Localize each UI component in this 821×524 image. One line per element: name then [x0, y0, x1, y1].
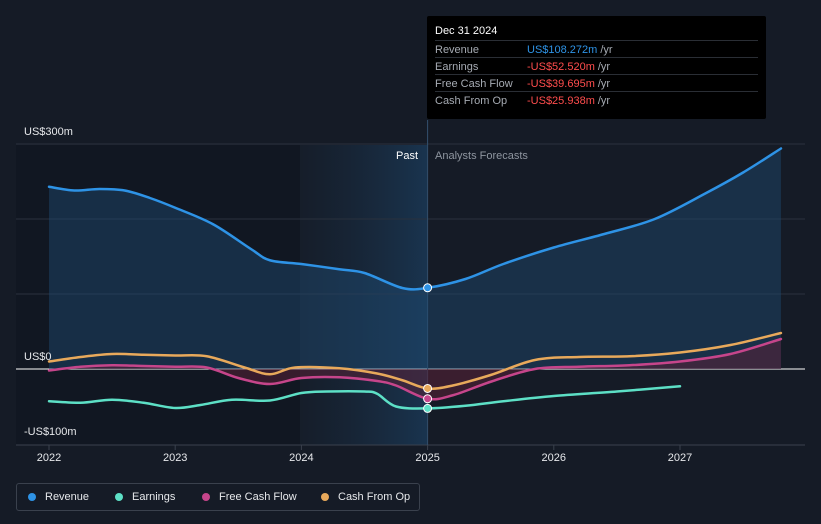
tooltip-row-revenue: Revenue US$108.272m/yr [435, 40, 758, 58]
value-text: -US$39.695m [527, 78, 595, 90]
x-tick-label: 2022 [37, 452, 61, 464]
past-highlight-region [300, 145, 427, 445]
legend-label: Free Cash Flow [219, 491, 297, 503]
area-revenue [49, 148, 781, 369]
legend-item-revenue[interactable]: Revenue [28, 484, 89, 510]
x-tick-label: 2027 [668, 452, 692, 464]
value-text: US$108.272m [527, 44, 598, 56]
cash-from-op-dot-icon [321, 493, 329, 501]
line-free-cash-flow [47, 337, 783, 401]
y-label-top: US$300m [24, 126, 73, 138]
x-axis: 2022 2023 2024 2025 2026 2027 [37, 445, 692, 464]
tooltip-label: Revenue [435, 44, 480, 56]
series-areas [49, 148, 781, 400]
unit-text: /yr [597, 95, 611, 107]
x-tick-label: 2023 [163, 452, 187, 464]
legend-label: Earnings [132, 491, 176, 503]
series-lines [47, 147, 783, 410]
unit-text: /yr [597, 61, 611, 73]
tooltip-row-cash-from-op: Cash From Op -US$25.938m/yr [435, 91, 758, 109]
unit-text: /yr [597, 78, 611, 90]
area-free-cash-flow [49, 339, 781, 400]
data-tooltip: Dec 31 2024 Revenue US$108.272m/yr Earni… [427, 16, 766, 119]
earnings-dot-icon [115, 493, 123, 501]
line-cash-from-op [47, 331, 783, 390]
tooltip-row-earnings: Earnings -US$52.520m/yr [435, 57, 758, 75]
tooltip-date: Dec 31 2024 [435, 25, 498, 37]
tooltip-label: Free Cash Flow [435, 78, 513, 90]
line-revenue [47, 147, 783, 291]
tooltip-label: Earnings [435, 61, 479, 73]
legend-label: Cash From Op [338, 491, 411, 503]
y-label-zero: US$0 [24, 351, 52, 363]
y-label-bottom: -US$100m [24, 426, 77, 438]
tooltip-value: US$108.272m/yr [527, 44, 613, 56]
forecast-label: Analysts Forecasts [435, 150, 528, 162]
unit-text: /yr [600, 44, 613, 56]
value-text: -US$25.938m [527, 95, 595, 107]
x-tick-label: 2026 [542, 452, 566, 464]
x-tick-label: 2024 [289, 452, 313, 464]
marker-revenue [423, 283, 433, 293]
past-region-dark [16, 145, 300, 445]
value-text: -US$52.520m [527, 61, 595, 73]
tooltip-row-free-cash-flow: Free Cash Flow -US$39.695m/yr [435, 74, 758, 92]
marker-earnings [423, 403, 433, 413]
x-tick-label: 2025 [415, 452, 439, 464]
revenue-dot-icon [28, 493, 36, 501]
tooltip-value: -US$25.938m/yr [527, 95, 610, 107]
marker-cash-from-op [423, 383, 433, 393]
line-earnings [47, 385, 682, 410]
legend-item-earnings[interactable]: Earnings [115, 484, 175, 510]
past-label: Past [396, 150, 419, 162]
legend-item-free-cash-flow[interactable]: Free Cash Flow [202, 484, 297, 510]
tooltip-value: -US$52.520m/yr [527, 61, 610, 73]
legend-label: Revenue [45, 491, 90, 503]
highlight-markers [423, 283, 433, 413]
legend-item-cash-from-op[interactable]: Cash From Op [321, 484, 410, 510]
marker-free-cash-flow [423, 394, 433, 404]
tooltip-value: -US$39.695m/yr [527, 78, 610, 90]
free-cash-flow-dot-icon [202, 493, 210, 501]
tooltip-label: Cash From Op [435, 95, 508, 107]
chart-legend: Revenue Earnings Free Cash Flow Cash Fro… [16, 483, 420, 511]
